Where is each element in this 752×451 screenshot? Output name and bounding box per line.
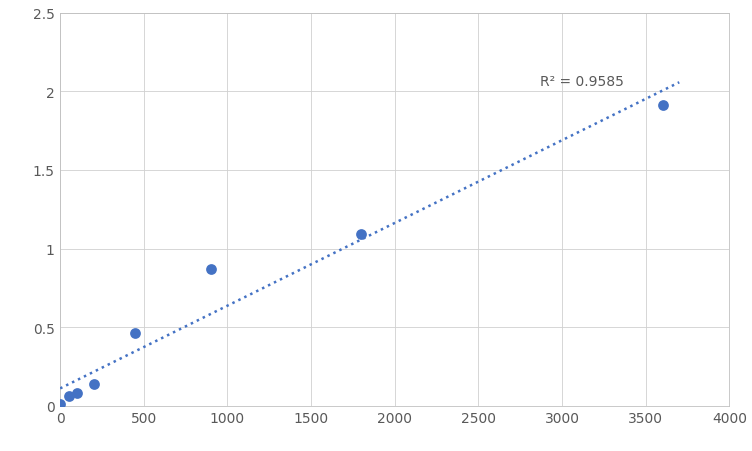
Point bbox=[656, 102, 669, 110]
Point bbox=[54, 401, 66, 408]
Point bbox=[87, 380, 99, 387]
Point bbox=[71, 390, 83, 397]
Point bbox=[62, 393, 74, 400]
Point bbox=[129, 330, 141, 337]
Point bbox=[355, 231, 367, 239]
Text: R² = 0.9585: R² = 0.9585 bbox=[541, 75, 624, 89]
Point bbox=[205, 266, 217, 273]
